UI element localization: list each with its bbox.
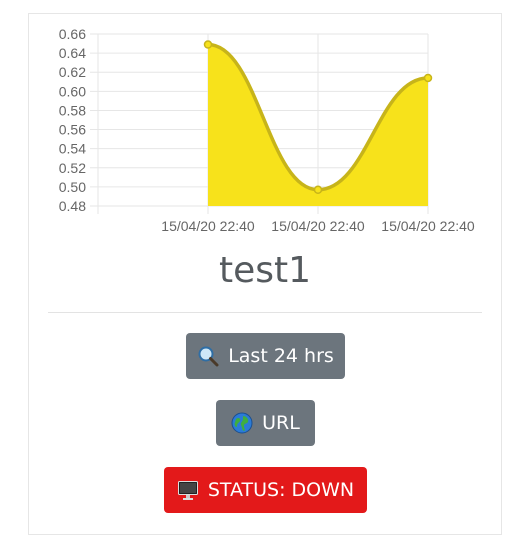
data-point xyxy=(313,185,323,195)
status-down-button[interactable]: STATUS: DOWN xyxy=(164,467,367,513)
x-tick-label: 15/04/20 22:40 xyxy=(381,218,475,234)
x-tick-label: 15/04/20 22:40 xyxy=(271,218,365,234)
status-chart: 0.66 0.64 0.62 0.60 0.58 0.56 0.54 0.52 0.50 0.48… xyxy=(0,0,521,240)
y-tick-label: 0.56 xyxy=(59,122,86,138)
y-tick-label: 0.58 xyxy=(59,102,86,118)
last-24-hrs-label: Last 24 hrs xyxy=(228,345,334,367)
y-tick-label: 0.54 xyxy=(59,141,86,157)
data-point xyxy=(203,40,213,49)
y-tick-label: 0.64 xyxy=(59,45,86,61)
x-tick-label: 15/04/20 22:40 xyxy=(161,218,255,234)
series-area xyxy=(208,44,428,207)
globe-icon xyxy=(231,412,253,434)
chart-svg: 0.66 0.64 0.62 0.60 0.58 0.56 0.54 0.52 0.50 0.48… xyxy=(59,26,475,234)
last-24-hrs-button[interactable]: Last 24 hrs xyxy=(186,333,345,379)
divider xyxy=(48,312,482,313)
y-tick-label: 0.48 xyxy=(59,198,86,214)
data-point xyxy=(423,73,433,83)
monitor-title: test1 xyxy=(218,250,312,291)
y-tick-label: 0.62 xyxy=(59,64,86,80)
monitor-icon xyxy=(177,479,199,501)
url-button[interactable]: URL xyxy=(216,400,315,446)
y-tick-label: 0.60 xyxy=(59,83,86,99)
magnifier-icon xyxy=(197,345,219,367)
y-tick-label: 0.66 xyxy=(59,26,86,42)
url-label: URL xyxy=(262,412,300,434)
y-tick-label: 0.52 xyxy=(59,160,86,176)
y-tick-label: 0.50 xyxy=(59,179,86,195)
status-down-label: STATUS: DOWN xyxy=(207,479,355,501)
